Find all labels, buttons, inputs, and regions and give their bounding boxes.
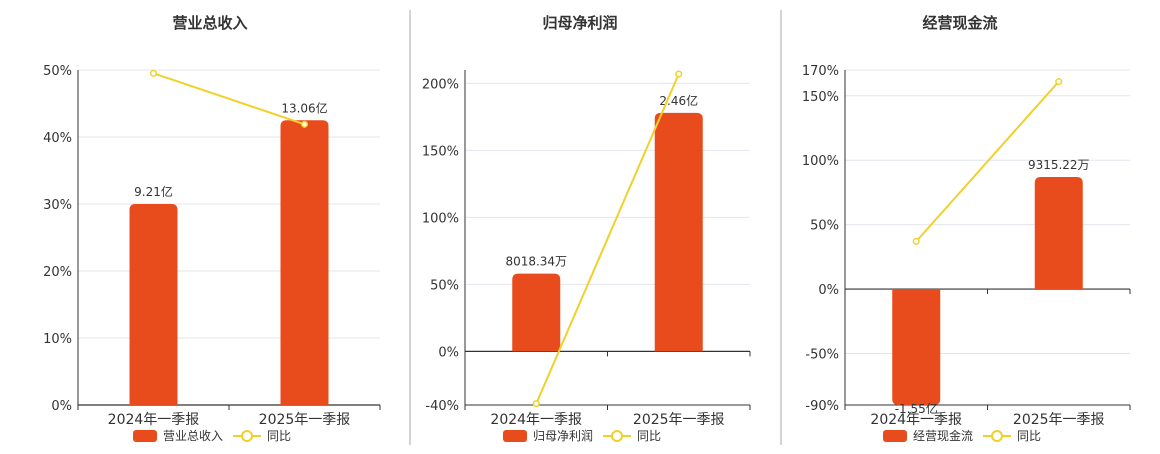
chart-panel-3: 经营现金流 -90% -50% 0% 50% 100% 150% 170% -1.55亿 9315…: [802, 14, 1131, 443]
x-tick-label: 2024年一季报: [108, 412, 200, 428]
yoy-point[interactable]: [675, 70, 683, 78]
y-tick-label: 50%: [810, 219, 839, 234]
chart-panel-2: 归母净利润-40%0%50%100%150%200%8018.34万2.46亿2…: [422, 14, 751, 443]
bar-经营现金流[interactable]: [892, 289, 941, 405]
x-tick-label: 2024年一季报: [490, 412, 582, 428]
y-tick-label: 150%: [802, 90, 839, 105]
y-tick-label: 100%: [802, 154, 839, 169]
chart-panel-1: 营业总收入 0% 10% 20% 30% 40% 50% 9.21亿 13.06亿 2024年一季…: [43, 14, 381, 443]
bar-归母净利润[interactable]: [512, 273, 561, 352]
yoy-point[interactable]: [1055, 78, 1063, 86]
y-tick-label: 100%: [422, 211, 459, 226]
bar-归母净利润[interactable]: [654, 112, 703, 352]
x-tick-label: 2025年一季报: [633, 412, 725, 428]
y-tick-label: 170%: [802, 64, 839, 79]
bar-data-label: 8018.34万: [505, 255, 567, 269]
y-tick-label: -50%: [805, 347, 839, 362]
legend-bar-label: 归母净利润: [533, 429, 593, 443]
y-tick-label: 10%: [43, 332, 72, 347]
chart-title: 归母净利润: [542, 14, 617, 32]
legend-bar-label: 经营现金流: [913, 428, 973, 443]
legend-bar-label: 营业总收入: [163, 429, 223, 443]
y-tick-label: 0%: [438, 345, 459, 360]
chart-title: 经营现金流: [922, 14, 997, 32]
bar-data-label: 9315.22万: [1028, 158, 1090, 172]
yoy-point[interactable]: [912, 237, 920, 245]
y-tick-label: 0%: [818, 283, 839, 298]
y-tick-label: 50%: [430, 278, 459, 293]
yoy-point[interactable]: [532, 400, 540, 408]
yoy-point[interactable]: [300, 120, 309, 128]
y-tick-label: 40%: [43, 131, 72, 146]
legend-bar-swatch: [883, 430, 907, 442]
y-tick-label: 200%: [422, 77, 459, 92]
legend-bar-swatch: [133, 430, 157, 442]
yoy-line: [153, 72, 305, 126]
y-tick-label: 150%: [422, 144, 459, 159]
bar-data-label: -1.55亿: [895, 401, 938, 416]
y-tick-label: -40%: [425, 399, 459, 414]
legend-line-marker: [991, 430, 1003, 442]
x-tick-label: 2025年一季报: [1013, 412, 1105, 428]
bar-data-label: 13.06亿: [281, 100, 327, 115]
legend-bar-swatch: [503, 430, 527, 442]
legend-line-label: 同比: [1017, 429, 1041, 443]
yoy-line: [915, 80, 1060, 243]
y-tick-label: 50%: [43, 64, 72, 79]
y-tick-label: 30%: [43, 198, 72, 213]
bar-data-label: 9.21亿: [134, 184, 173, 199]
yoy-point[interactable]: [149, 69, 158, 77]
y-tick-label: -90%: [805, 399, 839, 414]
bar-营业总收入[interactable]: [280, 120, 329, 405]
x-tick-label: 2025年一季报: [259, 412, 351, 428]
y-tick-label: 20%: [43, 265, 72, 280]
x-tick-label: 2024年一季报: [870, 412, 962, 428]
legend-line-marker: [611, 430, 623, 442]
legend-line-label: 同比: [267, 429, 291, 443]
bar-营业总收入[interactable]: [129, 204, 178, 405]
bar-经营现金流[interactable]: [1034, 176, 1083, 290]
yoy-line: [535, 73, 680, 405]
chart-title: 营业总收入: [172, 14, 247, 32]
legend-line-marker: [241, 430, 253, 442]
legend-line-label: 同比: [637, 429, 661, 443]
y-tick-label: 0%: [51, 399, 72, 414]
